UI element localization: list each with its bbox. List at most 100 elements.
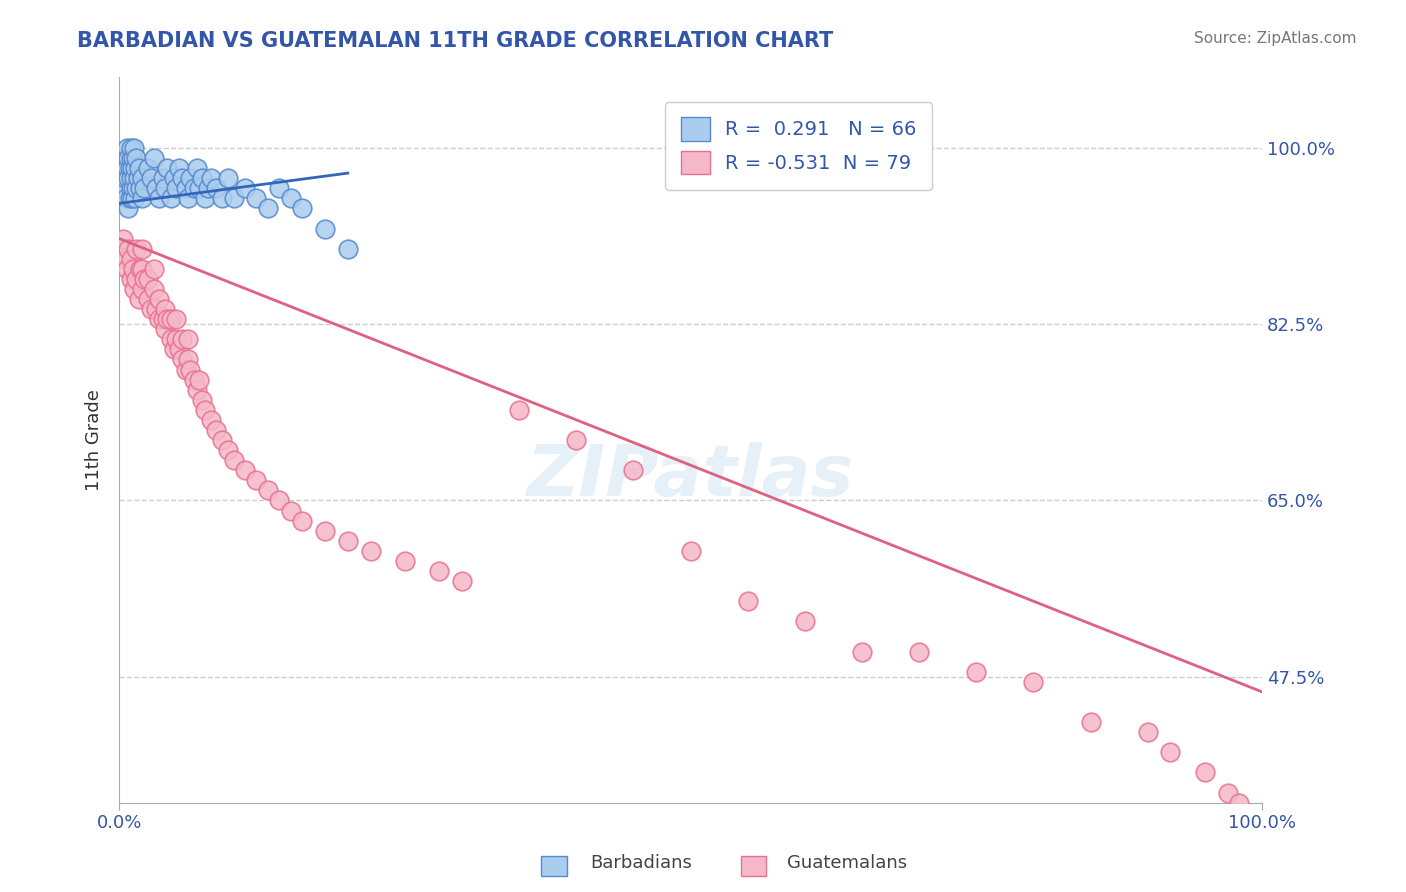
- Point: [120, 151, 142, 165]
- Point: [163, 171, 186, 186]
- Text: Source: ZipAtlas.com: Source: ZipAtlas.com: [1194, 31, 1357, 46]
- Point: [159, 191, 181, 205]
- Point: [114, 151, 136, 165]
- Point: [1239, 815, 1261, 830]
- Point: [314, 221, 336, 235]
- Point: [115, 191, 138, 205]
- Point: [118, 191, 141, 205]
- Point: [172, 171, 194, 186]
- Point: [142, 261, 165, 276]
- Point: [186, 383, 208, 397]
- Point: [427, 564, 450, 578]
- Point: [127, 171, 149, 186]
- Text: Barbadians: Barbadians: [591, 855, 692, 872]
- Point: [256, 483, 278, 498]
- Point: [188, 373, 211, 387]
- Point: [118, 161, 141, 175]
- Point: [186, 161, 208, 175]
- Point: [156, 161, 179, 175]
- Point: [122, 141, 145, 155]
- Point: [280, 191, 302, 205]
- Point: [122, 261, 145, 276]
- Point: [131, 261, 153, 276]
- Point: [211, 433, 233, 447]
- Point: [153, 322, 176, 336]
- Point: [121, 191, 143, 205]
- Point: [159, 332, 181, 346]
- Point: [120, 141, 142, 155]
- Y-axis label: 11th Grade: 11th Grade: [86, 389, 103, 491]
- Point: [179, 171, 201, 186]
- Point: [188, 181, 211, 195]
- Point: [111, 231, 134, 245]
- Point: [131, 191, 153, 205]
- Point: [1194, 765, 1216, 780]
- Point: [152, 171, 174, 186]
- Point: [121, 161, 143, 175]
- Point: [159, 312, 181, 326]
- Point: [125, 181, 148, 195]
- Point: [314, 524, 336, 538]
- Point: [174, 362, 197, 376]
- Point: [124, 191, 146, 205]
- Point: [128, 292, 150, 306]
- Point: [142, 151, 165, 165]
- Point: [291, 514, 314, 528]
- Point: [165, 312, 187, 326]
- Point: [451, 574, 474, 588]
- Point: [117, 161, 139, 175]
- Point: [623, 463, 645, 477]
- Point: [205, 423, 228, 437]
- Point: [120, 272, 142, 286]
- Point: [114, 171, 136, 186]
- Point: [174, 181, 197, 195]
- Text: BARBADIAN VS GUATEMALAN 11TH GRADE CORRELATION CHART: BARBADIAN VS GUATEMALAN 11TH GRADE CORRE…: [77, 31, 834, 51]
- Point: [190, 171, 212, 186]
- Point: [128, 161, 150, 175]
- Point: [360, 543, 382, 558]
- Point: [1136, 725, 1159, 739]
- Point: [256, 202, 278, 216]
- Point: [152, 312, 174, 326]
- Point: [172, 332, 194, 346]
- Point: [222, 191, 245, 205]
- Point: [134, 272, 156, 286]
- Point: [211, 191, 233, 205]
- Point: [167, 343, 190, 357]
- Point: [1227, 796, 1250, 810]
- Point: [179, 362, 201, 376]
- Point: [269, 493, 291, 508]
- Point: [131, 282, 153, 296]
- Legend: R =  0.291   N = 66, R = -0.531  N = 79: R = 0.291 N = 66, R = -0.531 N = 79: [665, 102, 932, 190]
- Point: [183, 373, 205, 387]
- Point: [194, 402, 217, 417]
- Point: [117, 202, 139, 216]
- Point: [128, 181, 150, 195]
- Point: [200, 413, 222, 427]
- Point: [394, 554, 416, 568]
- Point: [117, 261, 139, 276]
- Point: [122, 151, 145, 165]
- Point: [122, 282, 145, 296]
- Point: [125, 151, 148, 165]
- Point: [167, 161, 190, 175]
- Point: [120, 171, 142, 186]
- Point: [131, 171, 153, 186]
- Point: [1216, 785, 1239, 799]
- Point: [177, 191, 200, 205]
- Point: [125, 272, 148, 286]
- Point: [145, 181, 167, 195]
- Point: [142, 282, 165, 296]
- Point: [793, 615, 815, 629]
- Point: [200, 171, 222, 186]
- Point: [177, 352, 200, 367]
- Point: [153, 302, 176, 317]
- Point: [233, 463, 256, 477]
- Point: [136, 292, 159, 306]
- Point: [217, 443, 239, 458]
- Point: [217, 171, 239, 186]
- Point: [122, 171, 145, 186]
- Point: [233, 181, 256, 195]
- Point: [141, 302, 163, 317]
- Point: [183, 181, 205, 195]
